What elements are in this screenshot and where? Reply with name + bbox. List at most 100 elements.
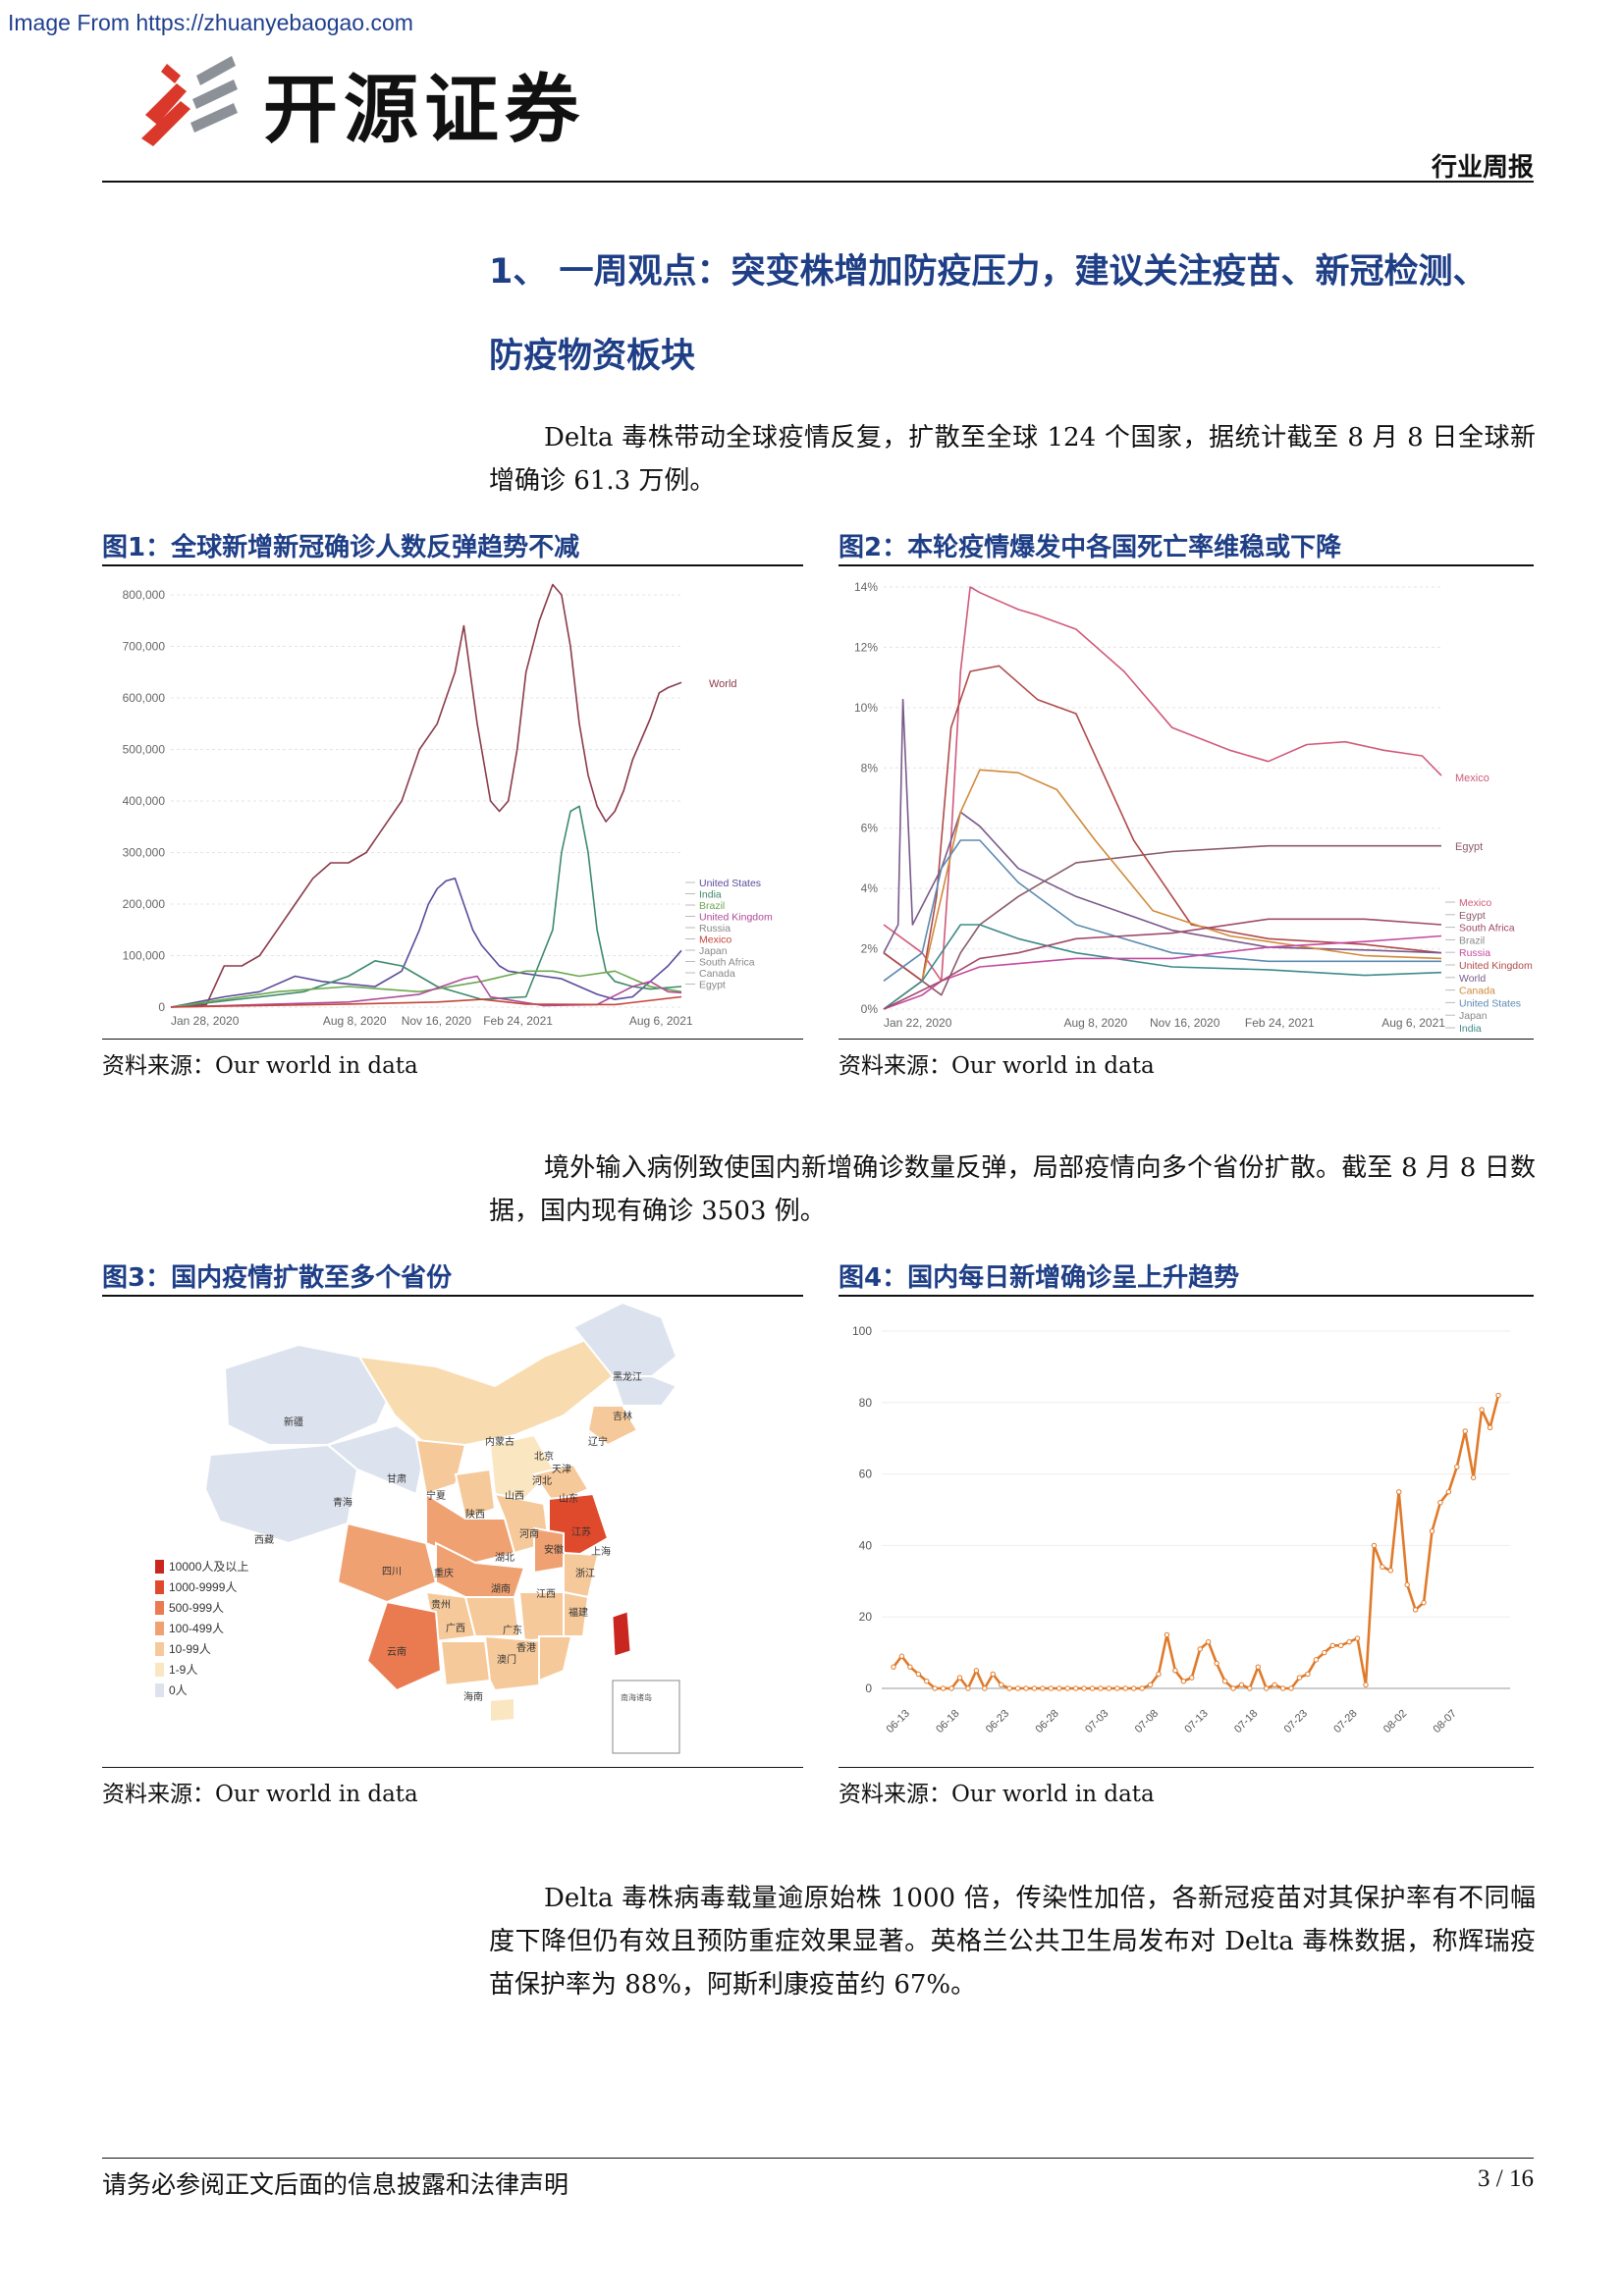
legend-label: 0人 bbox=[169, 1683, 188, 1697]
data-point bbox=[1297, 1676, 1301, 1680]
x-tick-label: Feb 24, 2021 bbox=[483, 1014, 553, 1028]
x-tick-label: Nov 16, 2020 bbox=[402, 1014, 472, 1028]
paragraph-3: Delta 毒株病毒载量逾原始株 1000 倍，传染性加倍，各新冠疫苗对其保护率… bbox=[489, 1877, 1536, 2006]
data-point bbox=[1222, 1680, 1226, 1683]
data-point bbox=[1372, 1543, 1376, 1547]
series-line-world bbox=[884, 700, 1441, 953]
series-line-world bbox=[171, 585, 681, 1008]
province-label: 辽宁 bbox=[588, 1435, 608, 1448]
data-point bbox=[1015, 1686, 1019, 1690]
x-tick-label: Feb 24, 2021 bbox=[1245, 1016, 1315, 1030]
legend-entry: India bbox=[699, 889, 722, 901]
legend-entry: Russia bbox=[1459, 947, 1490, 959]
y-tick-label: 10% bbox=[854, 701, 878, 715]
legend-entry: India bbox=[1459, 1023, 1482, 1035]
province-label: 新疆 bbox=[284, 1415, 303, 1428]
legend-entry: United States bbox=[1459, 997, 1521, 1009]
data-point bbox=[1314, 1658, 1318, 1662]
y-tick-label: 14% bbox=[854, 580, 878, 594]
province-label: 澳门 bbox=[497, 1653, 516, 1666]
data-point bbox=[1471, 1475, 1475, 1479]
figure-4-title: 图4：国内每日新增确诊呈上升趋势 bbox=[839, 1257, 1239, 1294]
data-point bbox=[1215, 1661, 1218, 1665]
data-point bbox=[1438, 1501, 1442, 1505]
y-tick-label: 6% bbox=[861, 822, 879, 835]
province-label: 四川 bbox=[382, 1567, 402, 1577]
y-tick-label: 2% bbox=[861, 942, 879, 956]
data-point bbox=[1132, 1686, 1136, 1690]
data-point bbox=[1265, 1686, 1269, 1690]
data-point bbox=[983, 1686, 987, 1690]
x-tick-label: 06-23 bbox=[984, 1708, 1011, 1735]
header-rule bbox=[102, 181, 1534, 183]
legend-entry: Egypt bbox=[699, 980, 726, 991]
figure-4-chart: 0 20 40 60 80 100 06-13 06-18 06-23 06-28 07-03 07-… bbox=[839, 1298, 1534, 1765]
province-label: 青海 bbox=[333, 1496, 352, 1509]
x-tick-label: 07-28 bbox=[1331, 1708, 1359, 1735]
x-tick-label: Aug 6, 2021 bbox=[629, 1014, 693, 1028]
y-tick-label: 12% bbox=[854, 640, 878, 654]
figure-2-source: 资料来源：Our world in data bbox=[839, 1046, 1155, 1080]
data-point bbox=[1380, 1565, 1384, 1569]
data-point bbox=[1330, 1643, 1334, 1647]
data-point bbox=[999, 1682, 1002, 1686]
figure-3-map: 南海诸岛 黑龙江 吉林 辽宁 内蒙古 北京 天津 河北 新疆 甘肃 宁夏 山西 山东 青海 陕西 河南 江苏西… bbox=[102, 1298, 803, 1765]
legend-swatch bbox=[155, 1683, 164, 1697]
province-label: 安徽 bbox=[544, 1543, 564, 1556]
x-tick-label: Nov 16, 2020 bbox=[1150, 1016, 1220, 1030]
data-point bbox=[1107, 1686, 1110, 1690]
data-point bbox=[1272, 1682, 1276, 1686]
data-point bbox=[957, 1676, 961, 1680]
data-point bbox=[1007, 1686, 1011, 1690]
china-map-shapes: 南海诸岛 bbox=[205, 1303, 679, 1753]
data-point bbox=[1115, 1686, 1119, 1690]
province-label: 西藏 bbox=[254, 1534, 274, 1546]
data-point bbox=[1032, 1686, 1036, 1690]
data-point bbox=[916, 1672, 920, 1676]
data-point bbox=[1338, 1643, 1342, 1647]
province-label: 甘肃 bbox=[387, 1472, 406, 1485]
data-point bbox=[1082, 1686, 1086, 1690]
data-point bbox=[1049, 1686, 1053, 1690]
figure-3-rule bbox=[102, 1295, 803, 1297]
data-point bbox=[991, 1672, 995, 1676]
series-line-egypt bbox=[884, 846, 1441, 995]
data-point bbox=[1430, 1529, 1434, 1533]
province-label: 宁夏 bbox=[426, 1489, 446, 1502]
figure-2-rule bbox=[839, 564, 1534, 566]
data-point bbox=[1480, 1408, 1484, 1412]
y-tick-label: 40 bbox=[859, 1538, 873, 1552]
legend-label: 100-499人 bbox=[169, 1622, 224, 1635]
legend-label: 1-9人 bbox=[169, 1663, 197, 1677]
x-tick-label: 07-23 bbox=[1282, 1708, 1310, 1735]
data-point bbox=[1446, 1490, 1450, 1494]
series-line-united-states bbox=[171, 879, 681, 1007]
figure-3-source: 资料来源：Our world in data bbox=[102, 1775, 418, 1808]
svg-text:南海诸岛: 南海诸岛 bbox=[621, 1692, 652, 1702]
legend-swatch bbox=[155, 1560, 164, 1574]
figure-1-title: 图1：全球新增新冠确诊人数反弹趋势不减 bbox=[102, 527, 579, 563]
legend-swatch bbox=[155, 1580, 164, 1594]
data-point bbox=[1239, 1682, 1243, 1686]
province-label: 河北 bbox=[532, 1475, 552, 1487]
data-point bbox=[1099, 1686, 1103, 1690]
data-point bbox=[1164, 1632, 1168, 1636]
legend-label: 10000人及以上 bbox=[169, 1560, 248, 1574]
page-number: 3 / 16 bbox=[1478, 2165, 1534, 2193]
data-point bbox=[1256, 1665, 1260, 1669]
data-point bbox=[1388, 1569, 1392, 1573]
figure-2-bottom-rule bbox=[839, 1039, 1534, 1040]
section-title-line2: 防疫物资板块 bbox=[489, 328, 1540, 378]
data-point bbox=[1073, 1686, 1077, 1690]
data-point bbox=[1057, 1686, 1061, 1690]
data-point bbox=[1422, 1600, 1426, 1604]
world-label: World bbox=[709, 678, 737, 690]
data-point bbox=[1206, 1639, 1210, 1643]
data-point bbox=[949, 1686, 953, 1690]
figure-4-bottom-rule bbox=[839, 1767, 1534, 1768]
data-point bbox=[1488, 1425, 1491, 1429]
series-line-united-states bbox=[884, 840, 1441, 981]
province-label: 江西 bbox=[536, 1588, 556, 1600]
y-tick-label: 4% bbox=[861, 881, 879, 895]
figure-1-chart: 0 100,000 200,000 300,000 400,000 500,000 600,… bbox=[102, 567, 803, 1037]
